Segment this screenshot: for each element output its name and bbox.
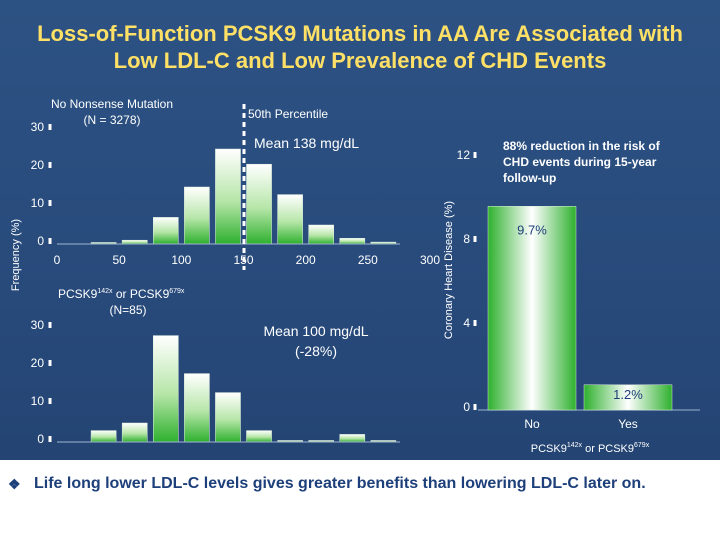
chd-x-tick-label-no: No bbox=[524, 417, 540, 431]
title-line-2: Low LDL-C and Low Prevalence of CHD Even… bbox=[113, 48, 607, 73]
chd-x-axis-label: PCSK9142x or PCSK9679x bbox=[531, 442, 650, 455]
chd-y-tick-label: 4 bbox=[463, 316, 470, 330]
diamond-bullet-icon: ❖ bbox=[8, 476, 21, 492]
hist1-y-tick-label: 0 bbox=[37, 432, 44, 446]
title-line-1: Loss-of-Function PCSK9 Mutations in AA A… bbox=[37, 21, 683, 46]
chart-marks: 30201003020100050100150200250300128409.7… bbox=[31, 104, 700, 446]
chd-y-tick-label: 0 bbox=[463, 400, 470, 414]
chd-x-tick-label-yes: Yes bbox=[618, 417, 638, 431]
hist0-x-tick-label: 250 bbox=[358, 253, 378, 267]
top-hist-percentile-label: 50th Percentile bbox=[248, 107, 328, 121]
chd-annotation-line-2: CHD events during 15-year bbox=[503, 155, 657, 169]
hist0-x-tick-label: 200 bbox=[296, 253, 316, 267]
hist0-bar-50-75 bbox=[121, 239, 148, 245]
hist0-x-tick-label: 0 bbox=[54, 253, 61, 267]
chd-bar-value-label-no: 9.7% bbox=[517, 222, 547, 237]
hist0-y-tick-label: 10 bbox=[31, 196, 45, 210]
top-hist-mean-label: Mean 138 mg/dL bbox=[254, 135, 359, 151]
hist1-bar-25-50 bbox=[90, 430, 117, 443]
top-hist-title: No Nonsense Mutation bbox=[51, 97, 173, 111]
hist1-bar-225-250 bbox=[339, 434, 366, 443]
hist1-y-tick-label: 20 bbox=[31, 356, 45, 370]
hist0-x-tick-label: 50 bbox=[112, 253, 126, 267]
chd-annotation-line-3: follow-up bbox=[503, 171, 556, 185]
slide-title: Loss-of-Function PCSK9 Mutations in AA A… bbox=[0, 20, 720, 74]
hist1-bar-150-175 bbox=[246, 430, 272, 443]
chd-y-tick-label: 12 bbox=[457, 148, 471, 162]
chd-annotation-line-1: 88% reduction in the risk of bbox=[503, 139, 661, 153]
bottom-hist-mean-label: Mean 100 mg/dL bbox=[263, 323, 368, 339]
hist0-x-tick-label: 300 bbox=[420, 253, 440, 267]
hist1-bar-75-100 bbox=[153, 335, 179, 443]
bottom-hist-subtitle: (N=85) bbox=[109, 303, 146, 317]
top-hist-subtitle: (N = 3278) bbox=[83, 113, 140, 127]
hist0-y-tick-label: 30 bbox=[31, 120, 45, 134]
chd-y-axis-label: Coronary Heart Disease (%) bbox=[443, 201, 455, 339]
bullet-row: ❖ Life long lower LDL-C levels gives gre… bbox=[8, 474, 708, 494]
hist0-x-tick-label: 100 bbox=[171, 253, 191, 267]
bottom-panel bbox=[0, 460, 720, 540]
hist0-bar-150-175 bbox=[246, 163, 272, 245]
bullet-text: Life long lower LDL-C levels gives great… bbox=[34, 475, 646, 492]
hist1-y-tick-label: 10 bbox=[31, 394, 45, 408]
hist0-y-tick-label: 0 bbox=[37, 234, 44, 248]
histogram-y-axis-label: Frequency (%) bbox=[10, 219, 22, 291]
hist0-bar-100-125 bbox=[184, 186, 210, 245]
hist0-bar-200-225 bbox=[308, 224, 334, 245]
bottom-hist-title: PCSK9142x or PCSK9679x bbox=[58, 287, 185, 301]
hist0-bar-225-250 bbox=[339, 238, 366, 245]
chd-bar-value-label-yes: 1.2% bbox=[613, 387, 643, 402]
hist1-bar-125-150 bbox=[215, 392, 241, 443]
hist1-bar-100-125 bbox=[184, 373, 210, 443]
hist1-y-tick-label: 30 bbox=[31, 318, 45, 332]
hist0-y-tick-label: 20 bbox=[31, 158, 45, 172]
chd-bar-no bbox=[487, 206, 577, 411]
hist1-bar-50-75 bbox=[121, 422, 148, 443]
hist0-bar-175-200 bbox=[277, 194, 303, 245]
chd-reduction-annotation: 88% reduction in the risk of CHD events … bbox=[503, 139, 663, 185]
chd-y-tick-label: 8 bbox=[463, 232, 470, 246]
chd-bar-yes bbox=[583, 384, 673, 411]
hist0-bar-125-150 bbox=[215, 148, 241, 245]
bottom-hist-change-label: (-28%) bbox=[295, 343, 337, 359]
hist0-bar-75-100 bbox=[153, 217, 179, 245]
